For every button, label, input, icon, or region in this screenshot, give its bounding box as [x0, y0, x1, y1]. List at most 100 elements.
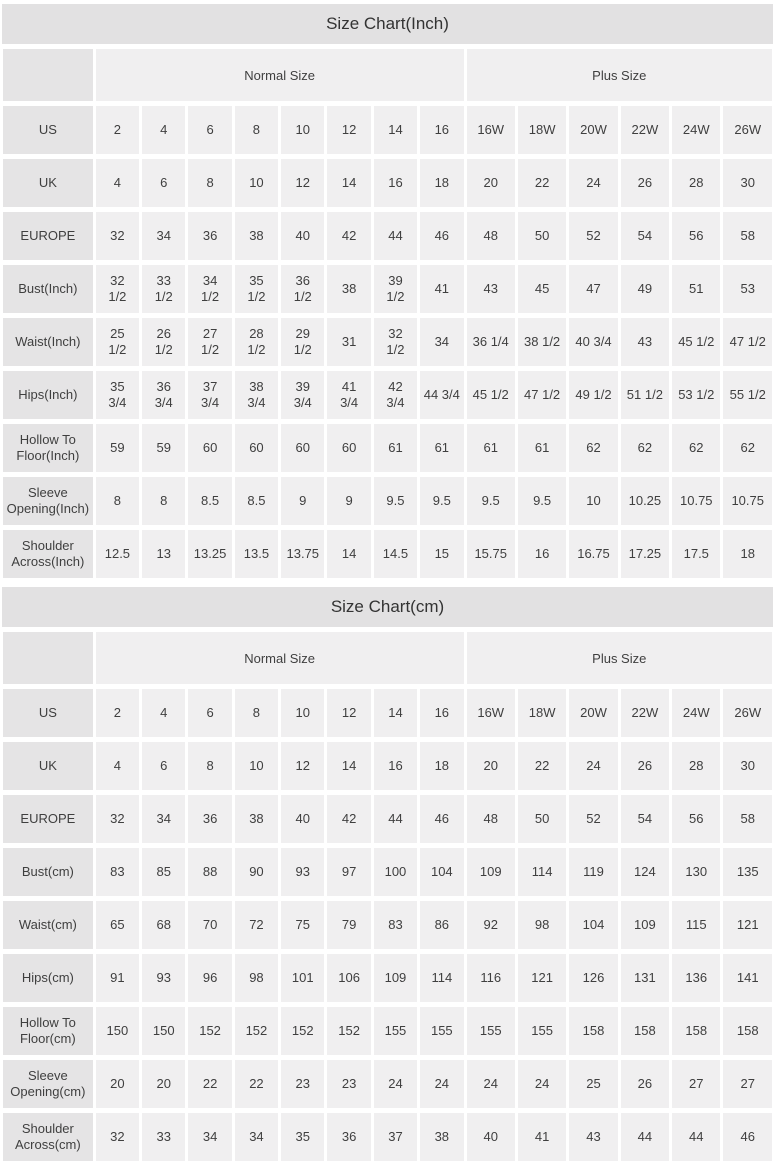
data-cell: 10	[569, 477, 618, 525]
data-cell: 32 1/2	[95, 265, 140, 313]
data-cell: 98	[517, 901, 567, 949]
table-row: Bust(Inch) 32 1/2 33 1/2 34 1/2 35 1/2 36 1/2…	[3, 265, 772, 313]
data-cell: 52	[569, 795, 618, 843]
data-cell: 54	[620, 795, 670, 843]
data-cell: 44	[672, 1113, 721, 1161]
table-row: UK 4 6 8 10 12 14 16 18 20 22 24 26 28 30	[3, 159, 772, 207]
data-cell: 18	[723, 530, 772, 578]
corner-cell	[3, 49, 93, 101]
data-cell: 38 3/4	[234, 371, 279, 419]
data-cell: 36 1/4	[466, 318, 515, 366]
data-cell: 152	[188, 1007, 232, 1055]
data-cell: 16W	[466, 689, 515, 737]
data-cell: 61	[373, 424, 418, 472]
data-cell: 14	[373, 689, 418, 737]
data-cell: 50	[517, 212, 567, 260]
data-cell: 126	[569, 954, 618, 1002]
data-cell: 9.5	[517, 477, 567, 525]
data-cell: 46	[420, 212, 464, 260]
table-row: Hips(Inch) 35 3/4 36 3/4 37 3/4 38 3/4 39 3/4…	[3, 371, 772, 419]
data-cell: 119	[569, 848, 618, 896]
data-cell: 158	[569, 1007, 618, 1055]
data-cell: 34 1/2	[188, 265, 232, 313]
data-cell: 41 3/4	[327, 371, 371, 419]
data-cell: 22W	[620, 689, 670, 737]
data-cell: 42 3/4	[373, 371, 418, 419]
size-chart-inch-section: Size Chart(Inch) Normal Size Plus Size US 2…	[0, 4, 775, 583]
data-cell: 9	[327, 477, 371, 525]
data-cell: 36 3/4	[142, 371, 186, 419]
data-cell: 35 3/4	[95, 371, 140, 419]
data-cell: 109	[620, 901, 670, 949]
data-cell: 70	[188, 901, 232, 949]
data-cell: 100	[373, 848, 418, 896]
data-cell: 61	[517, 424, 567, 472]
data-cell: 10	[234, 742, 279, 790]
row-header: UK	[3, 742, 93, 790]
data-cell: 39 1/2	[373, 265, 418, 313]
data-cell: 26 1/2	[142, 318, 186, 366]
column-group-normal-size: Normal Size	[95, 632, 464, 684]
data-cell: 12	[281, 742, 325, 790]
data-cell: 131	[620, 954, 670, 1002]
data-cell: 35 1/2	[234, 265, 279, 313]
row-header: Hollow To Floor(Inch)	[3, 424, 93, 472]
data-cell: 47	[569, 265, 618, 313]
data-cell: 12	[281, 159, 325, 207]
data-cell: 42	[327, 795, 371, 843]
data-cell: 8.5	[234, 477, 279, 525]
data-cell: 8	[234, 106, 279, 154]
data-cell: 62	[723, 424, 772, 472]
data-cell: 79	[327, 901, 371, 949]
data-cell: 26	[620, 742, 670, 790]
data-cell: 34	[420, 318, 464, 366]
data-cell: 62	[672, 424, 721, 472]
data-cell: 14	[327, 742, 371, 790]
data-cell: 23	[281, 1060, 325, 1108]
data-cell: 115	[672, 901, 721, 949]
data-cell: 14	[373, 106, 418, 154]
data-cell: 24	[466, 1060, 515, 1108]
data-cell: 136	[672, 954, 721, 1002]
data-cell: 9.5	[466, 477, 515, 525]
data-cell: 10.25	[620, 477, 670, 525]
data-cell: 40	[466, 1113, 515, 1161]
data-cell: 96	[188, 954, 232, 1002]
data-cell: 8	[234, 689, 279, 737]
data-cell: 28 1/2	[234, 318, 279, 366]
data-cell: 9.5	[373, 477, 418, 525]
data-cell: 24	[569, 159, 618, 207]
data-cell: 27	[723, 1060, 772, 1108]
data-cell: 51	[672, 265, 721, 313]
data-cell: 20W	[569, 106, 618, 154]
data-cell: 54	[620, 212, 670, 260]
size-chart-cm-title: Size Chart(cm)	[2, 587, 773, 627]
data-cell: 47 1/2	[723, 318, 772, 366]
row-header: UK	[3, 159, 93, 207]
data-cell: 34	[234, 1113, 279, 1161]
data-cell: 60	[188, 424, 232, 472]
data-cell: 32	[95, 1113, 140, 1161]
data-cell: 106	[327, 954, 371, 1002]
row-header: US	[3, 106, 93, 154]
data-cell: 34	[188, 1113, 232, 1161]
data-cell: 6	[142, 742, 186, 790]
data-cell: 72	[234, 901, 279, 949]
row-header: Bust(cm)	[3, 848, 93, 896]
data-cell: 130	[672, 848, 721, 896]
data-cell: 158	[723, 1007, 772, 1055]
data-cell: 114	[517, 848, 567, 896]
data-cell: 109	[466, 848, 515, 896]
data-cell: 75	[281, 901, 325, 949]
data-cell: 65	[95, 901, 140, 949]
data-cell: 16	[420, 689, 464, 737]
data-cell: 32	[95, 795, 140, 843]
data-cell: 13.75	[281, 530, 325, 578]
data-cell: 44	[620, 1113, 670, 1161]
data-cell: 55 1/2	[723, 371, 772, 419]
corner-cell	[3, 632, 93, 684]
row-header: EUROPE	[3, 212, 93, 260]
data-cell: 13	[142, 530, 186, 578]
row-header: Hips(Inch)	[3, 371, 93, 419]
data-cell: 83	[95, 848, 140, 896]
